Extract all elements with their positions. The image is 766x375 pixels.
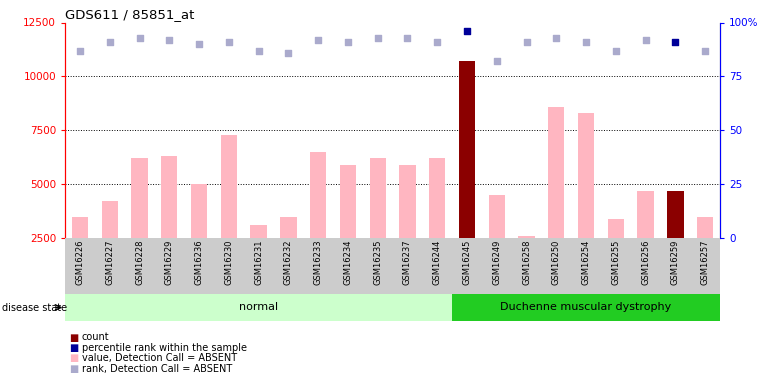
Text: GSM16258: GSM16258 xyxy=(522,240,531,285)
Text: GSM16257: GSM16257 xyxy=(701,240,709,285)
Text: GSM16249: GSM16249 xyxy=(493,240,501,285)
Text: ■: ■ xyxy=(69,354,78,363)
Bar xyxy=(607,219,624,238)
Bar xyxy=(191,184,208,238)
Text: count: count xyxy=(82,333,110,342)
Text: GSM16230: GSM16230 xyxy=(224,240,234,285)
Point xyxy=(282,50,294,56)
Text: GSM16231: GSM16231 xyxy=(254,240,263,285)
Text: percentile rank within the sample: percentile rank within the sample xyxy=(82,343,247,353)
Bar xyxy=(161,156,178,238)
Point xyxy=(372,34,384,40)
Bar xyxy=(548,106,565,238)
Text: disease state: disease state xyxy=(2,303,67,313)
Text: GSM16254: GSM16254 xyxy=(581,240,591,285)
Text: ■: ■ xyxy=(69,364,78,374)
Bar xyxy=(399,165,416,238)
Point xyxy=(461,28,473,34)
Point xyxy=(103,39,116,45)
Bar xyxy=(519,236,535,238)
Point xyxy=(133,34,146,40)
Bar xyxy=(637,190,654,238)
Text: GSM16244: GSM16244 xyxy=(433,240,442,285)
Point xyxy=(342,39,354,45)
Text: ■: ■ xyxy=(69,333,78,342)
Text: GSM16235: GSM16235 xyxy=(373,240,382,285)
Point xyxy=(640,37,652,43)
Point xyxy=(550,34,562,40)
Text: GSM16232: GSM16232 xyxy=(284,240,293,285)
Point xyxy=(431,39,444,45)
Text: GDS611 / 85851_at: GDS611 / 85851_at xyxy=(65,8,195,21)
Text: value, Detection Call = ABSENT: value, Detection Call = ABSENT xyxy=(82,354,237,363)
Text: GSM16227: GSM16227 xyxy=(105,240,114,285)
Bar xyxy=(340,165,356,238)
Point xyxy=(223,39,235,45)
Text: GSM16250: GSM16250 xyxy=(552,240,561,285)
Text: GSM16228: GSM16228 xyxy=(135,240,144,285)
Text: GSM16255: GSM16255 xyxy=(611,240,620,285)
Point xyxy=(580,39,592,45)
Point xyxy=(491,58,503,64)
Point xyxy=(163,37,175,43)
Text: rank, Detection Call = ABSENT: rank, Detection Call = ABSENT xyxy=(82,364,232,374)
Point xyxy=(401,34,414,40)
Bar xyxy=(280,217,296,238)
Point xyxy=(610,48,622,54)
Bar xyxy=(221,135,237,238)
Bar xyxy=(250,225,267,238)
Bar xyxy=(131,158,148,238)
Text: ■: ■ xyxy=(69,343,78,353)
Text: GSM16234: GSM16234 xyxy=(343,240,352,285)
Point xyxy=(312,37,324,43)
Text: GSM16236: GSM16236 xyxy=(195,240,204,285)
Bar xyxy=(667,190,683,238)
Text: GSM16233: GSM16233 xyxy=(313,240,322,285)
Bar xyxy=(310,152,326,238)
Text: GSM16229: GSM16229 xyxy=(165,240,174,285)
Point xyxy=(699,48,712,54)
Point xyxy=(253,48,265,54)
Point xyxy=(193,41,205,47)
Text: GSM16237: GSM16237 xyxy=(403,240,412,285)
Bar xyxy=(369,158,386,238)
Text: GSM16259: GSM16259 xyxy=(671,240,680,285)
Bar xyxy=(489,195,505,238)
Text: GSM16245: GSM16245 xyxy=(463,240,472,285)
Text: normal: normal xyxy=(239,303,278,312)
Text: Duchenne muscular dystrophy: Duchenne muscular dystrophy xyxy=(500,303,672,312)
Bar xyxy=(429,158,445,238)
Bar xyxy=(72,217,88,238)
Point xyxy=(74,48,86,54)
Point xyxy=(669,39,682,45)
Bar xyxy=(452,294,720,321)
Text: GSM16226: GSM16226 xyxy=(76,240,84,285)
Bar xyxy=(697,217,713,238)
Bar xyxy=(65,294,452,321)
Bar xyxy=(578,113,594,238)
Bar xyxy=(102,201,118,238)
Bar xyxy=(459,61,475,238)
Point xyxy=(520,39,532,45)
Text: GSM16256: GSM16256 xyxy=(641,240,650,285)
